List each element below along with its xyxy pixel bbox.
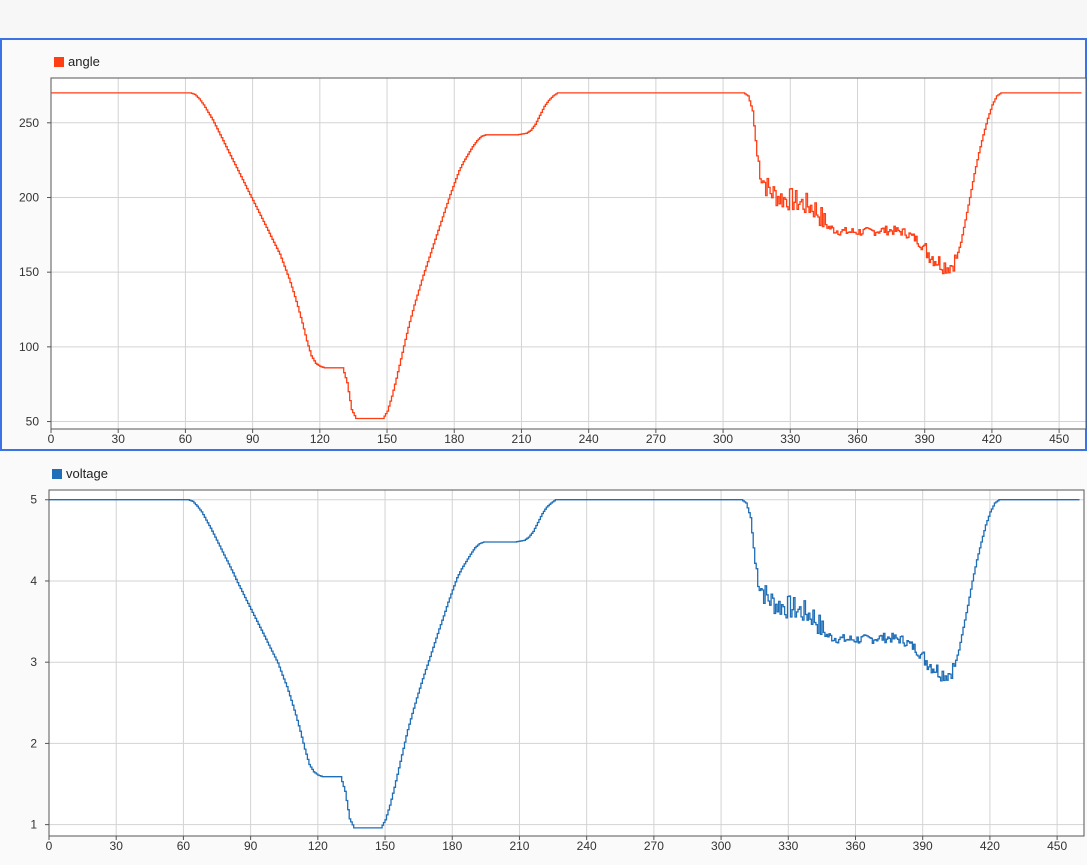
voltage-x-tick-label: 390 xyxy=(913,839,933,853)
voltage-y-tick-label: 1 xyxy=(30,818,37,832)
voltage-legend-label: voltage xyxy=(66,466,108,481)
angle-y-tick-label: 50 xyxy=(26,415,40,429)
voltage-legend[interactable]: voltage xyxy=(52,466,108,481)
voltage-x-tick-label: 420 xyxy=(980,839,1000,853)
voltage-chart[interactable]: 0 30 60 90 120 150 180 210 240 270 300 330 360 390 420… xyxy=(0,452,1087,865)
angle-x-tick-label: 360 xyxy=(847,432,867,446)
voltage-x-tick-label: 450 xyxy=(1047,839,1067,853)
voltage-x-tick-label: 300 xyxy=(711,839,731,853)
voltage-x-tick-label: 180 xyxy=(442,839,462,853)
angle-x-tick-label: 180 xyxy=(444,432,464,446)
angle-x-tick-label: 90 xyxy=(246,432,260,446)
angle-x-tick-label: 420 xyxy=(982,432,1002,446)
angle-legend-swatch xyxy=(54,56,64,67)
voltage-y-tick-label: 4 xyxy=(30,574,37,588)
angle-x-tick-label: 390 xyxy=(915,432,935,446)
angle-y-tick-label: 150 xyxy=(19,265,39,279)
angle-x-tick-label: 0 xyxy=(48,432,55,446)
angle-plot-area xyxy=(50,77,1087,430)
angle-x-tick-label: 270 xyxy=(646,432,666,446)
angle-x-tick-label: 30 xyxy=(112,432,126,446)
voltage-x-tick-label: 210 xyxy=(509,839,529,853)
angle-x-tick-label: 150 xyxy=(377,432,397,446)
voltage-x-tick-label: 240 xyxy=(577,839,597,853)
voltage-plot-frame xyxy=(48,489,1085,837)
voltage-y-tick-label: 5 xyxy=(30,493,37,507)
angle-legend-label: angle xyxy=(68,54,100,69)
angle-y-tick-label: 100 xyxy=(19,340,39,354)
voltage-x-tick-label: 90 xyxy=(244,839,258,853)
angle-x-tick-label: 60 xyxy=(179,432,193,446)
angle-plot-panel[interactable]: angle 0 30 60 90 120 150 180 210 240 270 300 330 360… xyxy=(0,38,1087,451)
voltage-x-tick-label: 360 xyxy=(845,839,865,853)
voltage-y-tick-label: 2 xyxy=(30,736,37,750)
voltage-plot-panel[interactable]: voltage 0 30 60 90 120 150 180 210 240 270 300 330 3… xyxy=(0,452,1087,865)
voltage-legend-swatch xyxy=(52,468,62,479)
voltage-x-tick-label: 270 xyxy=(644,839,664,853)
angle-x-tick-label: 210 xyxy=(511,432,531,446)
angle-x-tick-label: 240 xyxy=(579,432,599,446)
angle-x-tick-label: 300 xyxy=(713,432,733,446)
angle-y-tick-label: 250 xyxy=(19,116,39,130)
angle-y-tick-label: 200 xyxy=(19,190,39,204)
voltage-y-tick-label: 3 xyxy=(30,655,37,669)
angle-x-tick-label: 450 xyxy=(1049,432,1069,446)
voltage-x-tick-label: 60 xyxy=(177,839,191,853)
angle-chart[interactable]: 0 30 60 90 120 150 180 210 240 270 300 330 360 390 420… xyxy=(2,40,1087,453)
voltage-series-line-0[interactable] xyxy=(49,499,1080,829)
angle-plot-frame xyxy=(50,77,1087,430)
angle-legend[interactable]: angle xyxy=(54,54,100,69)
voltage-x-tick-label: 0 xyxy=(46,839,53,853)
voltage-plot-area xyxy=(48,489,1085,837)
top-toolbar-area xyxy=(0,0,1087,38)
voltage-x-tick-label: 330 xyxy=(778,839,798,853)
voltage-x-tick-label: 30 xyxy=(110,839,124,853)
angle-series-line-0[interactable] xyxy=(51,92,1082,420)
angle-x-tick-label: 330 xyxy=(780,432,800,446)
voltage-x-tick-label: 150 xyxy=(375,839,395,853)
voltage-x-tick-label: 120 xyxy=(308,839,328,853)
angle-x-tick-label: 120 xyxy=(310,432,330,446)
